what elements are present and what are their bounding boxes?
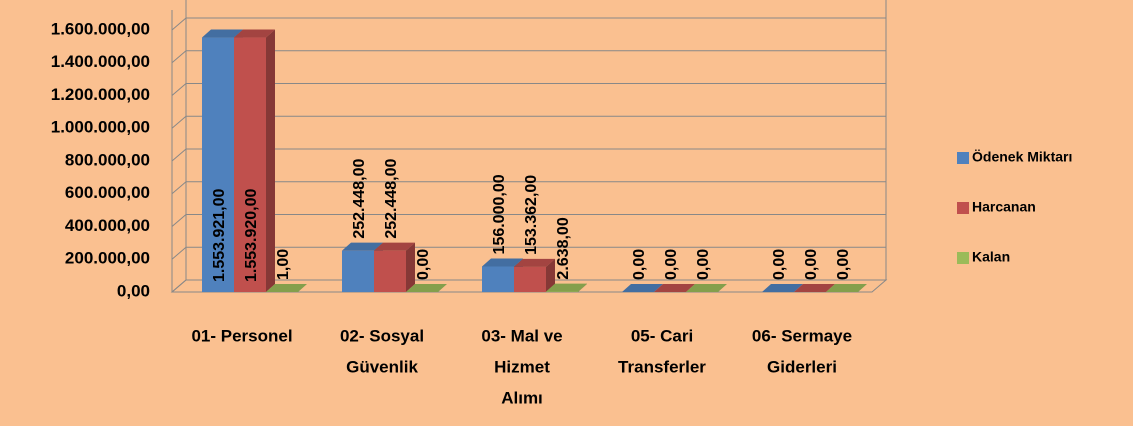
value-label: 153.362,00 bbox=[523, 175, 540, 255]
value-label: 0,00 bbox=[771, 249, 788, 280]
bar-top bbox=[826, 284, 867, 292]
bar bbox=[234, 29, 275, 293]
grid-line bbox=[171, 214, 886, 227]
bar-top bbox=[622, 284, 663, 292]
bar bbox=[342, 242, 383, 292]
x-tick-label: 06- Sermaye bbox=[752, 326, 852, 345]
bar-front bbox=[374, 250, 406, 292]
bar-side bbox=[298, 283, 307, 292]
value-label: 252.448,00 bbox=[351, 158, 368, 238]
bar bbox=[686, 284, 727, 292]
bar-top bbox=[266, 283, 307, 292]
bar-top bbox=[654, 284, 695, 292]
bar-top bbox=[234, 29, 275, 38]
legend-swatch bbox=[957, 252, 969, 264]
bar bbox=[826, 284, 867, 292]
bar-side bbox=[406, 242, 415, 292]
value-label: 1,00 bbox=[275, 249, 292, 280]
y-tick-label: 1.400.000,00 bbox=[51, 52, 150, 71]
y-tick-label: 1.600.000,00 bbox=[51, 19, 150, 38]
x-tick-label: Alımı bbox=[501, 388, 543, 407]
bar-front bbox=[514, 266, 546, 292]
value-label: 0,00 bbox=[835, 249, 852, 280]
legend-swatch bbox=[957, 202, 969, 214]
x-tick-label: Giderleri bbox=[767, 357, 837, 376]
bar-side bbox=[578, 283, 587, 292]
bar-side bbox=[266, 29, 275, 293]
x-tick-label: 05- Cari bbox=[631, 326, 693, 345]
legend-label: Kalan bbox=[972, 249, 1010, 265]
x-tick-label: Transferler bbox=[618, 357, 706, 376]
grid-line bbox=[171, 181, 886, 195]
x-tick-label: Güvenlik bbox=[346, 357, 418, 376]
y-tick-label: 400.000,00 bbox=[65, 216, 150, 235]
value-label: 2.638,00 bbox=[555, 217, 572, 279]
y-tick-label: 1.000.000,00 bbox=[51, 118, 150, 137]
y-tick-label: 600.000,00 bbox=[65, 183, 150, 202]
bar-top bbox=[482, 258, 523, 267]
bar bbox=[514, 258, 555, 292]
grid-line bbox=[171, 279, 886, 293]
bar-front bbox=[342, 250, 374, 292]
bar-top bbox=[514, 258, 555, 267]
grid-line bbox=[171, 246, 886, 260]
bar bbox=[546, 283, 587, 292]
value-label: 156.000,00 bbox=[491, 174, 508, 254]
legend-label: Ödenek Miktarı bbox=[972, 149, 1072, 165]
bar-front bbox=[234, 37, 266, 293]
bar-top bbox=[546, 283, 587, 292]
bar bbox=[374, 242, 415, 292]
y-tick-label: 200.000,00 bbox=[65, 249, 150, 268]
x-tick-label: 03- Mal ve bbox=[481, 326, 562, 345]
y-tick-label: 0,00 bbox=[117, 281, 150, 300]
bar bbox=[406, 284, 447, 292]
grid-line bbox=[171, 148, 886, 162]
value-label: 1.553.920,00 bbox=[243, 188, 260, 282]
value-label: 0,00 bbox=[415, 249, 432, 280]
bar bbox=[762, 284, 803, 292]
grid-line bbox=[171, 50, 886, 64]
value-label: 0,00 bbox=[631, 249, 648, 280]
x-tick-label: 01- Personel bbox=[191, 326, 292, 345]
value-label: 0,00 bbox=[663, 249, 680, 280]
bar-top bbox=[406, 284, 447, 292]
legend-swatch bbox=[957, 152, 969, 164]
bar-top bbox=[794, 284, 835, 292]
bar-side bbox=[546, 258, 555, 292]
bar-top bbox=[686, 284, 727, 292]
value-label: 0,00 bbox=[695, 249, 712, 280]
bar-front bbox=[482, 266, 514, 292]
y-tick-label: 1.200.000,00 bbox=[51, 85, 150, 104]
x-tick-label: 02- Sosyal bbox=[340, 326, 424, 345]
bar bbox=[654, 284, 695, 292]
bar-top bbox=[762, 284, 803, 292]
value-label: 252.448,00 bbox=[383, 158, 400, 238]
bar bbox=[794, 284, 835, 292]
grid-line bbox=[171, 83, 886, 96]
y-tick-label: 800.000,00 bbox=[65, 150, 150, 169]
bar-top bbox=[374, 242, 415, 251]
legend-label: Harcanan bbox=[972, 199, 1036, 215]
bar bbox=[266, 283, 307, 292]
grid-line bbox=[171, 17, 886, 31]
bar-top bbox=[342, 242, 383, 251]
value-label: 0,00 bbox=[803, 249, 820, 280]
bar-front bbox=[202, 37, 234, 292]
x-tick-label: Hizmet bbox=[494, 357, 550, 376]
value-label: 1.553.921,00 bbox=[211, 188, 228, 282]
bar-top bbox=[202, 29, 243, 38]
grid-line bbox=[171, 115, 886, 129]
bar bbox=[622, 284, 663, 292]
